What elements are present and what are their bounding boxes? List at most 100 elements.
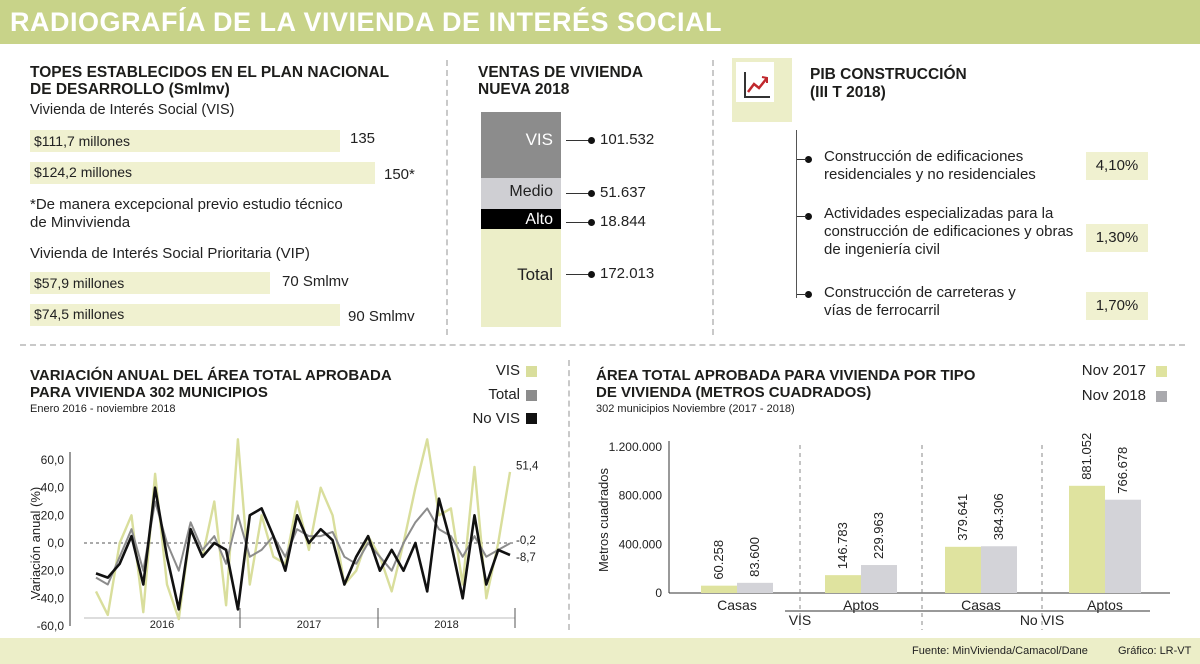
- divider-2: [712, 60, 714, 335]
- topes-heading: TOPES ESTABLECIDOS EN EL PLAN NACIONAL D…: [30, 64, 389, 98]
- ventas-segment-vis: [481, 112, 561, 178]
- vis-bar-1-amount: $111,7 millones: [34, 133, 130, 149]
- pib-item-3-pct: 1,70%: [1086, 292, 1148, 320]
- vip-bar-1-amount: $57,9 millones: [34, 275, 125, 291]
- legend-novis-swatch: [526, 413, 537, 424]
- ventas-heading: VENTAS DE VIVIENDA NUEVA 2018: [478, 64, 643, 98]
- y-tick-label: -20,0: [37, 564, 65, 578]
- pib-item-1-pct: 4,10%: [1086, 152, 1148, 180]
- ventas-segment-medio: [481, 178, 561, 209]
- horizontal-divider: [20, 344, 1185, 346]
- ventas-total-value: 172.013: [600, 265, 655, 282]
- leader-line: [566, 193, 590, 194]
- year-label: 2017: [297, 619, 321, 631]
- ventas-segment-alto: [481, 209, 561, 229]
- legend-novis-label: No VIS: [472, 410, 520, 427]
- y-tick-label: 40,0: [41, 481, 65, 495]
- category-label: Casas: [961, 597, 1001, 613]
- bar-chart: 1.200.000 800.000 400.000 0 Metros cuadrados…: [596, 433, 1170, 630]
- legend-2018-label: Nov 2018: [1081, 387, 1146, 404]
- y-tick-label: 20,0: [41, 508, 65, 522]
- pib-heading: PIB CONSTRUCCIÓN: [810, 66, 967, 83]
- page-title: RADIOGRAFÍA DE LA VIVIENDA DE INTERÉS SO…: [10, 7, 723, 37]
- bar-value-label: 229.963: [871, 512, 886, 559]
- bar-nov-2018: [1105, 499, 1141, 593]
- bar-nov-2018: [737, 582, 773, 593]
- leader-dot: [588, 190, 595, 197]
- bar-value-label: 60.258: [711, 540, 726, 580]
- line-chart-title: VARIACIÓN ANUAL DEL ÁREA TOTAL APROBADA …: [30, 367, 392, 401]
- vip-bar-2: [30, 304, 340, 326]
- bar-nov-2017: [701, 585, 737, 593]
- y-tick-label: 60,0: [41, 453, 65, 467]
- ventas-vis-label: VIS: [525, 130, 553, 149]
- pib-item-connector: [797, 294, 807, 295]
- y-tick-label: -60,0: [37, 619, 65, 633]
- end-value-label: -8,7: [516, 552, 536, 564]
- bar-value-label: 766.678: [1115, 447, 1130, 494]
- pib-item-2-pct: 1,30%: [1086, 224, 1148, 252]
- y-tick-label: 0,0: [47, 536, 64, 550]
- pib-tree-line: [796, 130, 797, 298]
- ventas-medio-label: Medio: [509, 183, 553, 200]
- vip-bar-1: [30, 272, 270, 294]
- bar-chart-title: ÁREA TOTAL APROBADA PARA VIVIENDA POR TI…: [596, 367, 976, 401]
- divider-1: [446, 60, 448, 335]
- category-label: Aptos: [1087, 597, 1123, 613]
- ventas-vis-value: 101.532: [600, 131, 655, 148]
- legend-vis-swatch: [526, 366, 537, 377]
- group-label: VIS: [789, 612, 812, 628]
- ventas-medio-value: 51.637: [600, 184, 646, 201]
- pib-item-2-text: Actividades especializadas para la const…: [824, 205, 1074, 258]
- vis-bar-1: [30, 130, 340, 152]
- year-label: 2018: [434, 619, 458, 631]
- pib-item-1-text: Construcción de edificaciones residencia…: [824, 148, 1036, 183]
- y-tick-label: 1.200.000: [609, 440, 663, 454]
- pib-item-dot: [805, 291, 812, 298]
- leader-line: [566, 140, 590, 141]
- bar-value-label: 146.783: [835, 522, 850, 569]
- ventas-alto-value: 18.844: [600, 213, 646, 230]
- vip-bar-1-value: 70 Smlmv: [282, 273, 349, 290]
- leader-dot: [588, 137, 595, 144]
- bar-chart-subtitle: 302 municipios Noviembre (2017 - 2018): [596, 403, 795, 415]
- y-axis-label: Variación anual (%): [28, 487, 43, 599]
- legend-2017-label: Nov 2017: [1081, 362, 1146, 379]
- vis-bar-2-value: 150*: [384, 166, 415, 183]
- y-tick-label: 800.000: [619, 489, 663, 503]
- legend-total-swatch: [526, 390, 537, 401]
- footer-credit: Gráfico: LR-VT: [1118, 645, 1192, 657]
- vis-label: Vivienda de Interés Social (VIS): [30, 102, 235, 118]
- leader-line: [566, 222, 590, 223]
- vip-bar-2-value: 90 Smlmv: [348, 308, 415, 325]
- leader-dot: [588, 271, 595, 278]
- ventas-segment-total: [481, 229, 561, 327]
- pib-subheading: (III T 2018): [810, 84, 886, 101]
- leader-line: [566, 274, 590, 275]
- pib-item-connector: [797, 216, 807, 217]
- pib-item-dot: [805, 156, 812, 163]
- y-tick-label: -40,0: [37, 591, 65, 605]
- footer-source: Fuente: MinVivienda/Camacol/Dane: [912, 645, 1088, 657]
- end-value-label: -0,2: [516, 535, 536, 547]
- ventas-total-label: Total: [517, 265, 553, 284]
- vis-bar-2: [30, 162, 375, 184]
- bar-nov-2017: [1069, 485, 1105, 593]
- legend-2017-swatch: [1156, 366, 1167, 377]
- legend-2018-swatch: [1156, 391, 1167, 402]
- bar-value-label: 384.306: [991, 493, 1006, 540]
- growth-chart-icon: [744, 72, 770, 98]
- pib-item-dot: [805, 213, 812, 220]
- pib-item-connector: [797, 159, 807, 160]
- series-line-no-vis: [95, 486, 511, 611]
- group-label: No VIS: [1020, 612, 1064, 628]
- bar-nov-2017: [945, 546, 981, 593]
- vis-bar-1-value: 135: [350, 130, 376, 147]
- bar-nov-2018: [981, 546, 1017, 593]
- pib-item-3-text: Construcción de carreteras y vías de fer…: [824, 284, 1016, 319]
- y-tick-label: 0: [655, 586, 662, 600]
- ventas-alto-label: Alto: [525, 211, 553, 228]
- bar-value-label: 881.052: [1079, 433, 1094, 480]
- line-chart: 60,0 40,0 20,0 0,0 -20,0 -40,0 -60,0 2016 2017 20…: [28, 438, 539, 633]
- series-line-vis: [94, 438, 512, 621]
